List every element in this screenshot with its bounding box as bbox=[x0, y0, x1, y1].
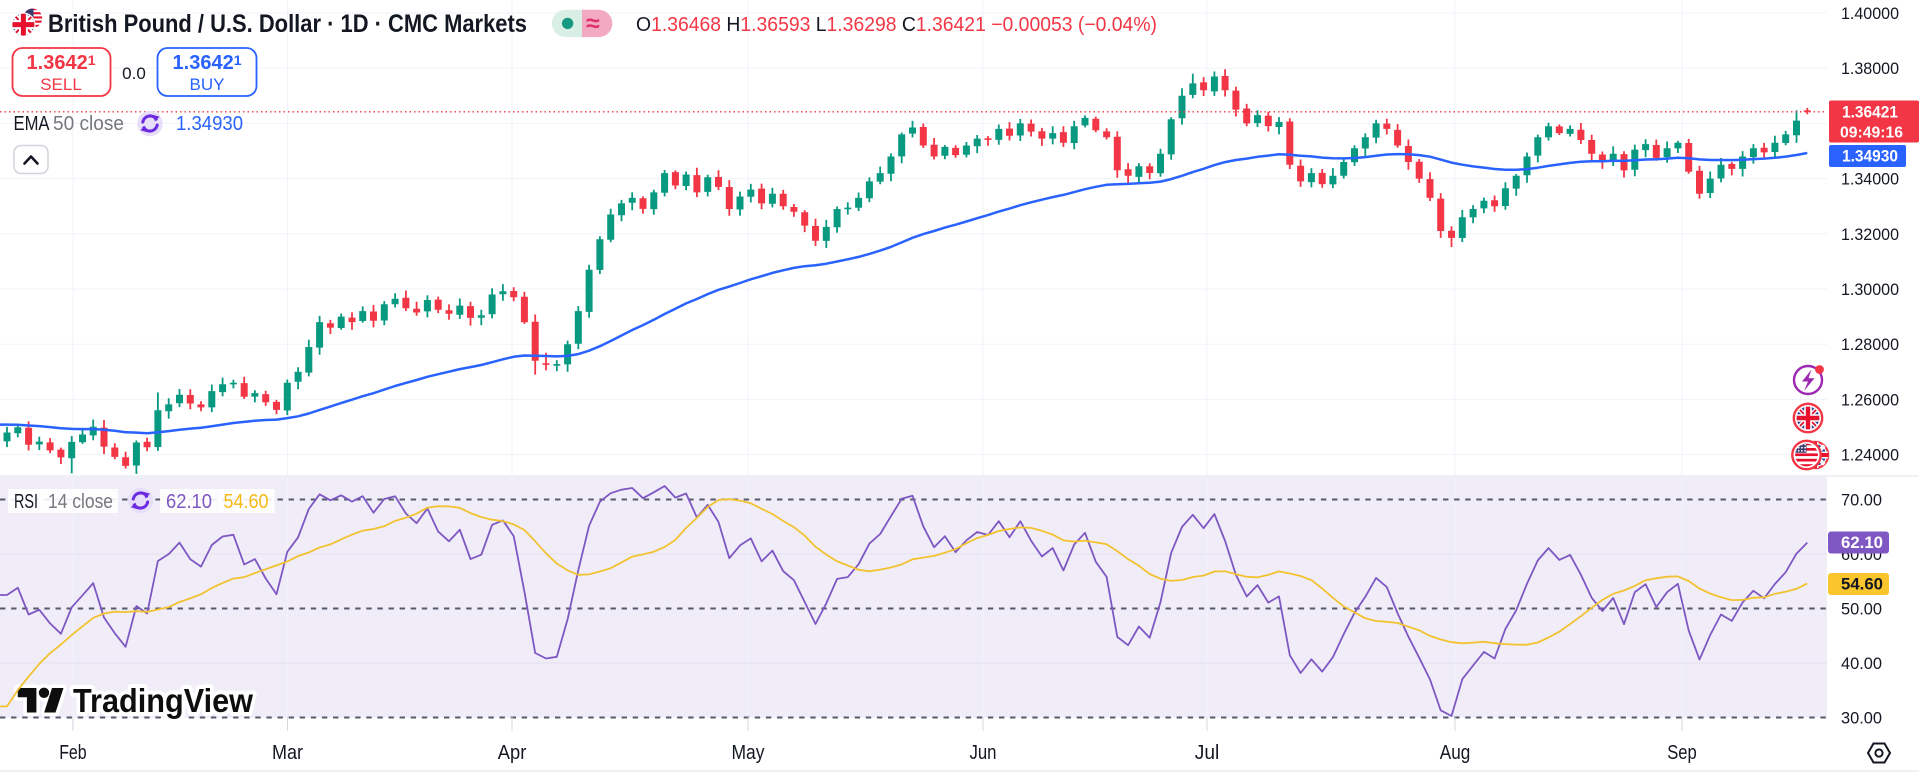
svg-text:1.34930: 1.34930 bbox=[1842, 147, 1898, 166]
svg-text:50 close: 50 close bbox=[53, 113, 124, 135]
svg-text:54.60: 54.60 bbox=[1841, 575, 1883, 594]
svg-text:May: May bbox=[732, 742, 765, 764]
svg-text:62.10: 62.10 bbox=[166, 491, 212, 513]
svg-text:1.30000: 1.30000 bbox=[1841, 280, 1899, 299]
svg-text:1.34930: 1.34930 bbox=[176, 113, 243, 135]
svg-text:TradingView: TradingView bbox=[73, 682, 253, 719]
svg-text:EMA: EMA bbox=[14, 113, 51, 135]
svg-text:0.0: 0.0 bbox=[122, 64, 146, 83]
svg-text:30.00: 30.00 bbox=[1841, 709, 1882, 728]
svg-text:1.40000: 1.40000 bbox=[1841, 4, 1899, 23]
svg-text:40.00: 40.00 bbox=[1841, 654, 1882, 673]
svg-text:70.00: 70.00 bbox=[1841, 491, 1882, 510]
svg-text:RSI: RSI bbox=[14, 491, 38, 513]
svg-text:50.00: 50.00 bbox=[1841, 600, 1882, 619]
svg-text:62.10: 62.10 bbox=[1841, 533, 1883, 552]
svg-text:1.38000: 1.38000 bbox=[1841, 59, 1899, 78]
svg-text:SELL: SELL bbox=[40, 75, 82, 94]
svg-text:≈: ≈ bbox=[586, 10, 600, 38]
svg-text:14 close: 14 close bbox=[48, 491, 113, 513]
svg-text:1.24000: 1.24000 bbox=[1841, 446, 1899, 465]
svg-text:Feb: Feb bbox=[59, 742, 87, 764]
svg-text:1.26000: 1.26000 bbox=[1841, 390, 1899, 409]
svg-text:1.34000: 1.34000 bbox=[1841, 170, 1899, 189]
svg-text:BUY: BUY bbox=[190, 75, 225, 94]
svg-text:09:49:16: 09:49:16 bbox=[1840, 125, 1903, 142]
svg-text:1.36421: 1.36421 bbox=[27, 52, 96, 74]
svg-text:Jun: Jun bbox=[970, 742, 997, 764]
svg-text:Jul: Jul bbox=[1195, 742, 1220, 764]
svg-text:Apr: Apr bbox=[498, 742, 527, 764]
svg-text:British Pound / U.S. Dollar ·: British Pound / U.S. Dollar · 1D · CMC M… bbox=[48, 10, 527, 38]
svg-text:1.32000: 1.32000 bbox=[1841, 225, 1899, 244]
svg-text:Sep: Sep bbox=[1667, 742, 1697, 764]
svg-text:O1.36468 H1.36593 L1.36298 C1.: O1.36468 H1.36593 L1.36298 C1.36421 −0.0… bbox=[636, 14, 1157, 36]
svg-text:1.36421: 1.36421 bbox=[173, 52, 242, 74]
svg-text:Mar: Mar bbox=[272, 742, 303, 764]
svg-text:Aug: Aug bbox=[1440, 742, 1471, 764]
svg-text:1.28000: 1.28000 bbox=[1841, 335, 1899, 354]
svg-text:54.60: 54.60 bbox=[224, 491, 269, 513]
svg-text:TradingView: TradingView bbox=[73, 682, 253, 719]
svg-text:1.36421: 1.36421 bbox=[1842, 103, 1898, 122]
